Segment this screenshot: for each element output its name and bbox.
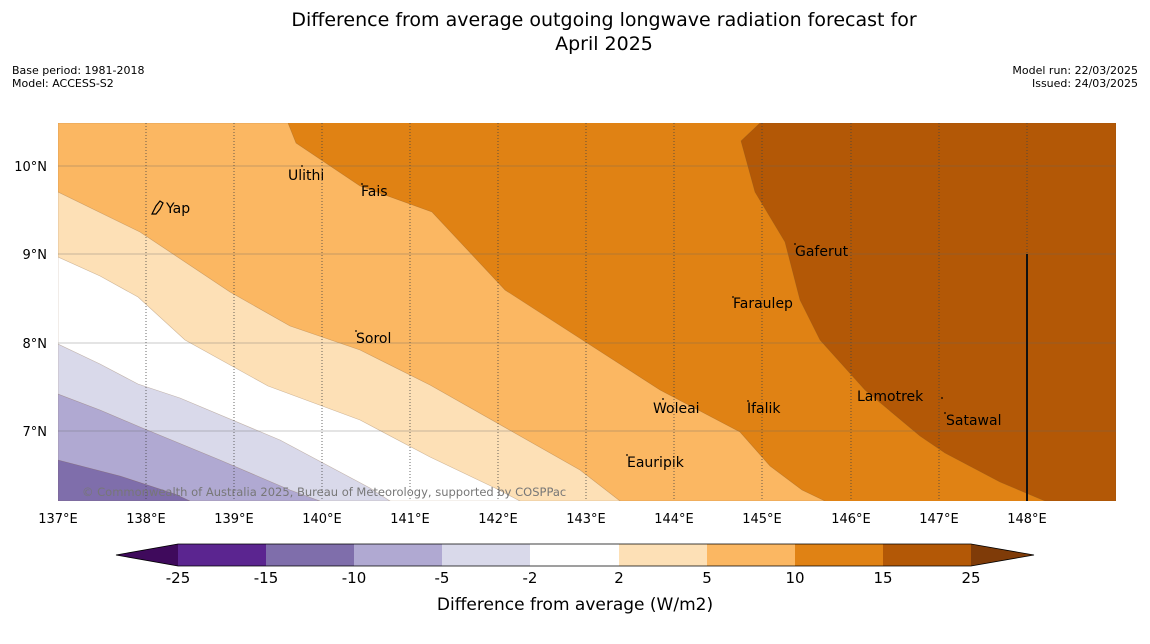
colorbar-cell (442, 544, 530, 566)
colorbar-tick: -10 (342, 569, 367, 587)
band-15-25 (740, 123, 1116, 501)
base-period: Base period: 1981-2018 (12, 64, 145, 77)
lon-label-137e: 137°E (38, 512, 78, 527)
colorbar-cell (266, 544, 354, 566)
island-markers (151, 165, 946, 456)
lat-label-8n: 8°N (23, 337, 48, 352)
yap-island-shape (151, 200, 164, 215)
colorbar-tick: 15 (873, 569, 892, 587)
colorbar-tick: -15 (254, 569, 279, 587)
run-info: Model run: 22/03/2025 Issued: 24/03/2025 (1012, 64, 1138, 90)
colorbar-cell (619, 544, 707, 566)
colorbar-extend-high (971, 544, 1034, 566)
lat-label-7n: 7°N (23, 425, 48, 440)
lon-label-147e: 147°E (919, 512, 959, 527)
colorbar-tick: -25 (166, 569, 191, 587)
latitude-lines (58, 165, 1116, 432)
place-lamotrek: Lamotrek (857, 389, 924, 405)
band-minus15-minus10 (58, 459, 191, 501)
lon-label-145e: 145°E (742, 512, 782, 527)
lon-label-146e: 146°E (831, 512, 871, 527)
title-line-1: Difference from average outgoing longwav… (291, 9, 917, 31)
place-yap: Yap (165, 201, 190, 217)
lon-label-140e: 140°E (302, 512, 342, 527)
colorbar-tick: 10 (785, 569, 804, 587)
latitude-tick-labels: 10°N 9°N 8°N 7°N (14, 160, 47, 440)
lon-label-148e: 148°E (1007, 512, 1047, 527)
colorbar-tick-labels: -25 -15 -10 -5 -2 2 5 10 15 25 (166, 569, 981, 587)
colorbar-cell (354, 544, 442, 566)
place-satawal: Satawal (946, 413, 1001, 429)
place-ulithi: Ulithi (288, 168, 324, 184)
colorbar-cell (178, 544, 266, 566)
place-gaferut: Gaferut (795, 244, 849, 260)
colorbar-tick: -5 (435, 569, 450, 587)
lon-label-138e: 138°E (126, 512, 166, 527)
colorbar-outline (115, 543, 1035, 567)
lon-label-143e: 143°E (566, 512, 606, 527)
colorbar-tick: 5 (702, 569, 712, 587)
place-sorol: Sorol (356, 331, 391, 347)
copyright-note: © Commonwealth of Australia 2025, Bureau… (82, 485, 566, 499)
colorbar: -25 -15 -10 -5 -2 2 5 10 15 25 Differenc… (115, 543, 1035, 615)
issued-date: Issued: 24/03/2025 (1031, 77, 1138, 90)
model-run-date: Model run: 22/03/2025 (1012, 64, 1138, 77)
lon-label-139e: 139°E (214, 512, 254, 527)
title-line-2: April 2025 (555, 33, 653, 55)
colorbar-cell (883, 544, 971, 566)
colorbar-cell (795, 544, 883, 566)
base-info: Base period: 1981-2018 Model: ACCESS-S2 (12, 64, 144, 90)
band-minus10-minus5 (58, 393, 321, 501)
colorbar-label: Difference from average (W/m2) (437, 595, 713, 615)
place-fais: Fais (361, 184, 388, 200)
place-labels: Ulithi Fais Yap Gaferut Faraulep Sorol L… (165, 168, 1001, 471)
colorbar-extend-low (116, 544, 178, 566)
colorbar-cell (530, 544, 619, 566)
colorbar-tick: 2 (614, 569, 624, 587)
graticule (145, 123, 1028, 501)
longitude-tick-labels: 137°E 138°E 139°E 140°E 141°E 142°E 143°… (38, 512, 1047, 527)
model-name: Model: ACCESS-S2 (12, 77, 114, 90)
colorbar-tick: -2 (523, 569, 538, 587)
lon-label-142e: 142°E (478, 512, 518, 527)
lat-label-10n: 10°N (14, 160, 47, 175)
colorbar-tick: 25 (961, 569, 980, 587)
lon-label-141e: 141°E (390, 512, 430, 527)
colorbar-cell (707, 544, 795, 566)
map-plot-area (58, 123, 1116, 501)
lat-label-9n: 9°N (23, 248, 48, 263)
place-faraulep: Faraulep (733, 296, 793, 312)
place-ifalik: Ifalik (747, 401, 781, 417)
map-title: Difference from average outgoing longwav… (230, 8, 978, 56)
place-eauripik: Eauripik (627, 455, 685, 471)
place-woleai: Woleai (653, 401, 700, 417)
lon-label-144e: 144°E (654, 512, 694, 527)
